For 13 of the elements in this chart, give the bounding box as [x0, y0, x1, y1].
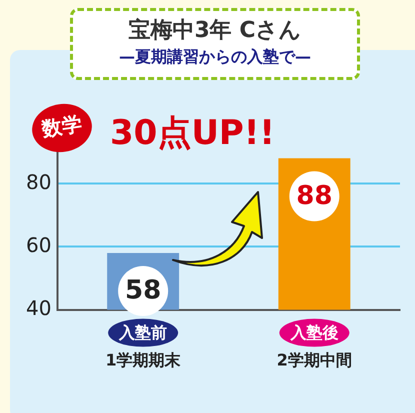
chart-subtitle: —夏期講習からの入塾で— [118, 47, 312, 68]
x-tick-label: 2学期中間 [276, 350, 352, 370]
data-label: 58 [124, 276, 162, 306]
y-tick-label: 40 [26, 296, 52, 320]
text: 入塾前 [118, 322, 168, 342]
annotation: 30点UP!! [110, 112, 275, 153]
y-tick-label: 60 [26, 232, 52, 257]
data-label: 88 [296, 181, 332, 212]
chart-title: 宝梅中3年 Cさん [127, 16, 303, 45]
y-tick-label: 80 [26, 170, 52, 194]
x-tick-label: 1学期期末 [106, 350, 182, 370]
text: 数学 [39, 111, 84, 142]
text: 入塾後 [289, 322, 338, 342]
